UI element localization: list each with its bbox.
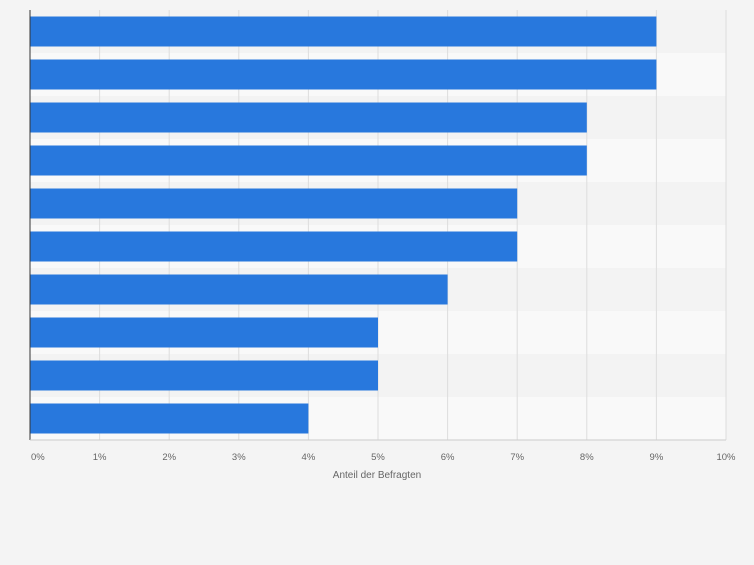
bar <box>30 188 518 219</box>
x-tick-label: 10% <box>716 452 736 463</box>
bar <box>30 403 309 434</box>
bar <box>30 274 448 305</box>
bar <box>30 59 657 90</box>
x-tick-labels: 0% 1% 2% 3% 4% 5% 6% 7% 8% 9% 10% <box>31 452 736 463</box>
bar <box>30 102 587 133</box>
bar <box>30 145 587 176</box>
x-tick-label: 3% <box>232 452 246 463</box>
x-tick-label: 8% <box>580 452 594 463</box>
bar <box>30 317 378 348</box>
bars <box>30 16 657 434</box>
x-tick-label: 0% <box>31 452 45 463</box>
x-tick-label: 4% <box>302 452 316 463</box>
x-tick-label: 5% <box>371 452 385 463</box>
bar <box>30 231 518 262</box>
bar <box>30 360 378 391</box>
axes <box>29 10 726 441</box>
x-tick-label: 1% <box>93 452 107 463</box>
x-tick-label: 2% <box>162 452 176 463</box>
x-tick-label: 9% <box>650 452 664 463</box>
x-tick-label: 6% <box>441 452 455 463</box>
bar <box>30 16 657 47</box>
x-axis-title: Anteil der Befragten <box>333 470 421 481</box>
x-tick-label: 7% <box>510 452 524 463</box>
